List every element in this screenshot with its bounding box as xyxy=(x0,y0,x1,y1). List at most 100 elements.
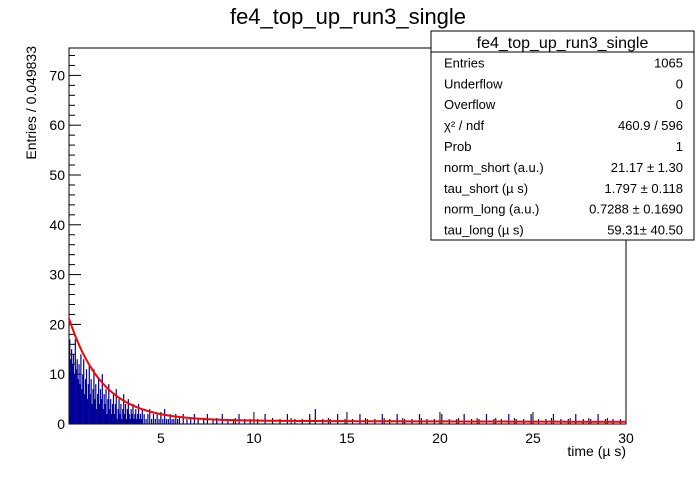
histogram-bin xyxy=(232,419,235,424)
y-tick-label: 10 xyxy=(49,366,65,382)
histogram-bin xyxy=(165,419,168,424)
stats-row-label: Entries xyxy=(444,55,485,70)
histogram-bin xyxy=(107,399,109,424)
x-axis-label: time (µ s) xyxy=(567,443,626,459)
histogram-bin xyxy=(84,379,87,424)
histogram-bin xyxy=(508,414,510,424)
x-tick-label: 15 xyxy=(339,430,355,446)
histogram-bin xyxy=(575,414,577,424)
fit-curve xyxy=(68,318,626,423)
histogram-bin xyxy=(98,404,101,424)
histogram-bin xyxy=(80,354,82,424)
stats-row-value: 59.31± 40.50 xyxy=(607,223,683,238)
histogram-bin xyxy=(104,404,106,424)
histogram-bin xyxy=(149,409,151,424)
stats-row-value: 0 xyxy=(676,76,683,91)
histogram-bin xyxy=(71,364,74,424)
histogram-bin xyxy=(154,419,156,424)
histogram-bin xyxy=(76,359,78,424)
histogram-bin xyxy=(552,414,555,424)
histogram-bin xyxy=(81,389,83,424)
histogram-bin xyxy=(70,359,72,424)
histogram-bin xyxy=(124,404,127,424)
histogram-bin xyxy=(77,379,79,424)
histogram-bin xyxy=(127,399,129,424)
histogram-bin xyxy=(177,419,179,424)
stats-box-title: fe4_top_up_run3_single xyxy=(477,35,649,52)
histogram-bin xyxy=(264,414,266,424)
chart-title: fe4_top_up_run3_single xyxy=(230,4,466,29)
y-tick-label: 40 xyxy=(49,217,65,233)
histogram-bin xyxy=(133,419,135,424)
histogram-bin xyxy=(309,414,311,424)
stats-row-value: 1.797 ± 0.118 xyxy=(605,181,683,196)
plot-area: 0 10 20 30 40 50 60 70 5 10 15 20 25 30 xyxy=(49,47,634,446)
histogram-bin xyxy=(112,394,115,424)
histogram-bin xyxy=(141,409,143,424)
histogram-bin xyxy=(118,399,120,424)
stats-row-label: norm_short (a.u.) xyxy=(444,160,544,175)
histogram-bin xyxy=(106,414,108,424)
histogram-bin xyxy=(197,419,199,424)
histogram-bin xyxy=(94,399,96,424)
histogram-bin xyxy=(84,394,86,424)
histogram-bin xyxy=(156,414,158,424)
histogram-bin xyxy=(530,414,532,424)
histogram-bin xyxy=(96,409,98,424)
histogram-bin xyxy=(109,409,111,424)
histogram-bin xyxy=(314,409,316,424)
y-tick-label: 30 xyxy=(49,267,65,283)
stats-row-label: Underflow xyxy=(444,76,503,91)
x-tick-label: 5 xyxy=(157,430,165,446)
histogram-bin xyxy=(79,384,81,424)
histogram-bin xyxy=(113,414,115,424)
histogram-bin xyxy=(131,414,133,424)
histogram-bin xyxy=(485,414,488,424)
histogram-bin xyxy=(138,419,141,424)
histogram-bin xyxy=(72,354,75,424)
histogram-bin xyxy=(212,419,214,424)
histogram-bin xyxy=(95,384,97,424)
y-tick-label: 60 xyxy=(49,117,65,133)
histogram-bin xyxy=(101,374,103,424)
histogram-bin xyxy=(441,414,443,424)
histogram-bin xyxy=(93,369,95,424)
histogram-bin xyxy=(111,404,114,424)
histogram-bin xyxy=(171,419,173,424)
histogram-bin xyxy=(137,404,140,424)
histogram-bin xyxy=(145,419,147,424)
histogram-bin xyxy=(147,414,149,424)
histogram-bin xyxy=(88,364,90,424)
histogram-bin xyxy=(244,419,246,424)
histogram-bin xyxy=(463,414,465,424)
stats-row-label: χ² / ndf xyxy=(444,118,484,133)
histogram-bin xyxy=(86,399,89,424)
histogram-bin xyxy=(182,414,184,424)
histogram-bin xyxy=(597,414,599,424)
stats-row-value: 0.7288 ± 0.1690 xyxy=(589,202,683,217)
histogram-bin xyxy=(129,419,131,424)
histogram-bin xyxy=(111,414,113,424)
histogram-bin xyxy=(238,414,240,424)
histogram-bin xyxy=(160,414,162,424)
histogram-bin xyxy=(75,369,77,424)
histogram-bin xyxy=(169,414,171,424)
histogram-bin xyxy=(135,409,137,424)
stats-row-value: 460.9 / 596 xyxy=(618,118,683,133)
stats-row-label: Overflow xyxy=(444,97,496,112)
histogram-bin xyxy=(134,414,136,424)
histogram-bin xyxy=(102,409,104,424)
x-tick-label: 25 xyxy=(525,430,541,446)
histogram-bin xyxy=(69,339,71,424)
histogram-bin xyxy=(381,414,383,424)
histogram-bin xyxy=(124,414,126,424)
histogram-bin xyxy=(87,384,89,424)
histogram-bin xyxy=(216,419,218,424)
histogram-bin xyxy=(71,349,73,424)
x-tick-label: 10 xyxy=(246,430,262,446)
y-tick-label: 20 xyxy=(49,316,65,332)
histogram-bin xyxy=(128,414,130,424)
histogram-bin xyxy=(117,409,119,424)
histogram-bin xyxy=(175,414,177,424)
stats-row-label: tau_short (µ s) xyxy=(444,181,528,196)
